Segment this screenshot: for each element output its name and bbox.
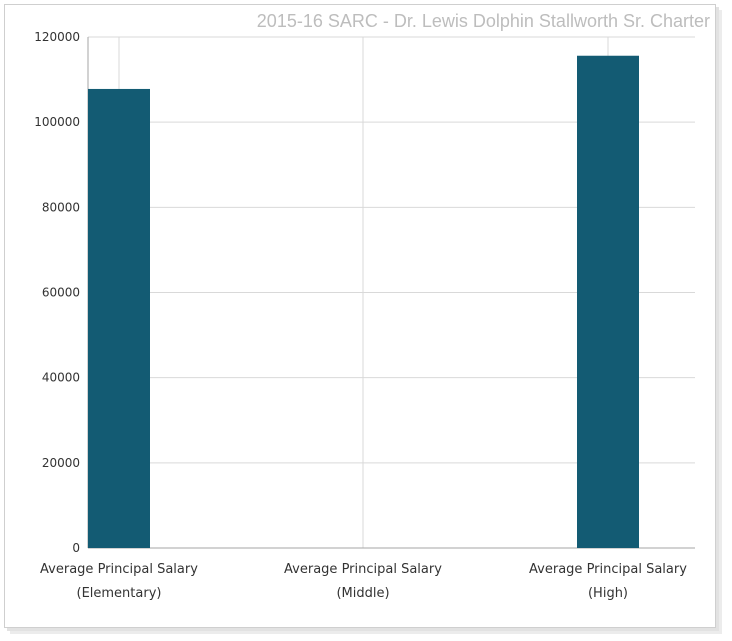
x-category-label: (Middle) (336, 586, 389, 601)
y-tick-label: 60000 (42, 286, 80, 300)
x-category-label: Average Principal Salary (529, 562, 687, 577)
x-category-label: Average Principal Salary (40, 562, 198, 577)
x-category-label: Average Principal Salary (284, 562, 442, 577)
y-axis-ticks: 0 20000 40000 60000 80000 100000 120000 (34, 30, 80, 555)
y-tick-label: 80000 (42, 200, 80, 214)
x-axis-labels: Average Principal Salary (Elementary) Aver… (40, 562, 687, 601)
y-tick-label: 20000 (42, 456, 80, 470)
y-tick-label: 100000 (34, 115, 80, 129)
y-tick-label: 40000 (42, 371, 80, 385)
bar-0 (88, 88, 150, 549)
x-category-label: (Elementary) (77, 586, 162, 601)
y-tick-label: 0 (72, 541, 80, 555)
bar-2 (577, 55, 639, 549)
y-tick-label: 120000 (34, 30, 80, 44)
bars (88, 55, 639, 549)
chart-title: 2015-16 SARC - Dr. Lewis Dolphin Stallwo… (257, 11, 710, 31)
x-category-label: (High) (588, 586, 628, 601)
